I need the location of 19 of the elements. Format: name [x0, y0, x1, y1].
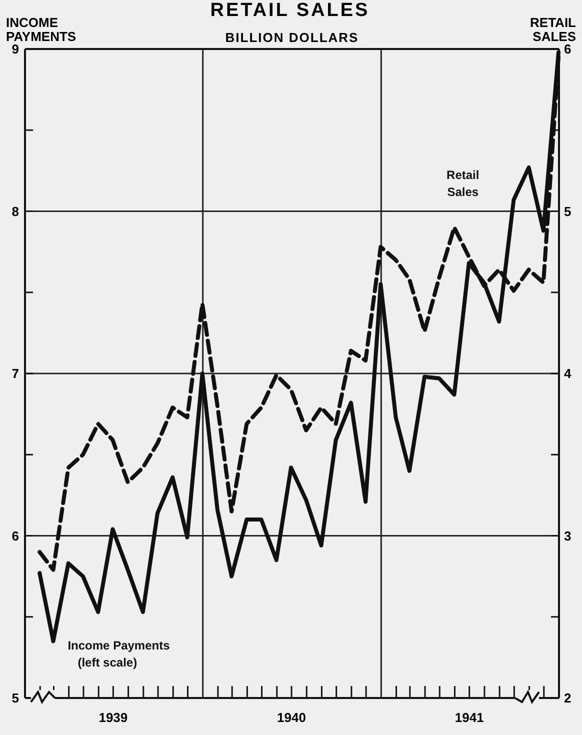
y2-tick-label: 2 — [564, 690, 572, 706]
y-tick-label: 6 — [12, 528, 19, 544]
y-tick-label: 7 — [12, 366, 19, 382]
series-label: Income Payments (left scale) — [68, 638, 170, 670]
y2-tick-label: 3 — [564, 528, 572, 544]
y2-tick-label: 6 — [564, 42, 572, 57]
y2-tick-label: 4 — [564, 366, 572, 382]
x-tick-label: 1940 — [277, 710, 306, 725]
chart-subtitle: BILLION DOLLARS — [225, 30, 359, 45]
y-tick-label: 9 — [12, 42, 19, 57]
chart-title: RETAIL SALES — [210, 0, 370, 21]
y-axis-title: INCOME PAYMENTS — [6, 15, 76, 44]
x-tick-label: 1941 — [454, 710, 484, 725]
text: Retail Sales — [446, 168, 480, 199]
y-tick-label: 8 — [12, 204, 19, 219]
y-tick-label: 5 — [12, 690, 19, 706]
x-tick-label: 1939 — [98, 710, 128, 725]
y2-axis-title: RETAIL SALES — [530, 15, 576, 44]
y2-tick-label: 5 — [564, 204, 572, 219]
